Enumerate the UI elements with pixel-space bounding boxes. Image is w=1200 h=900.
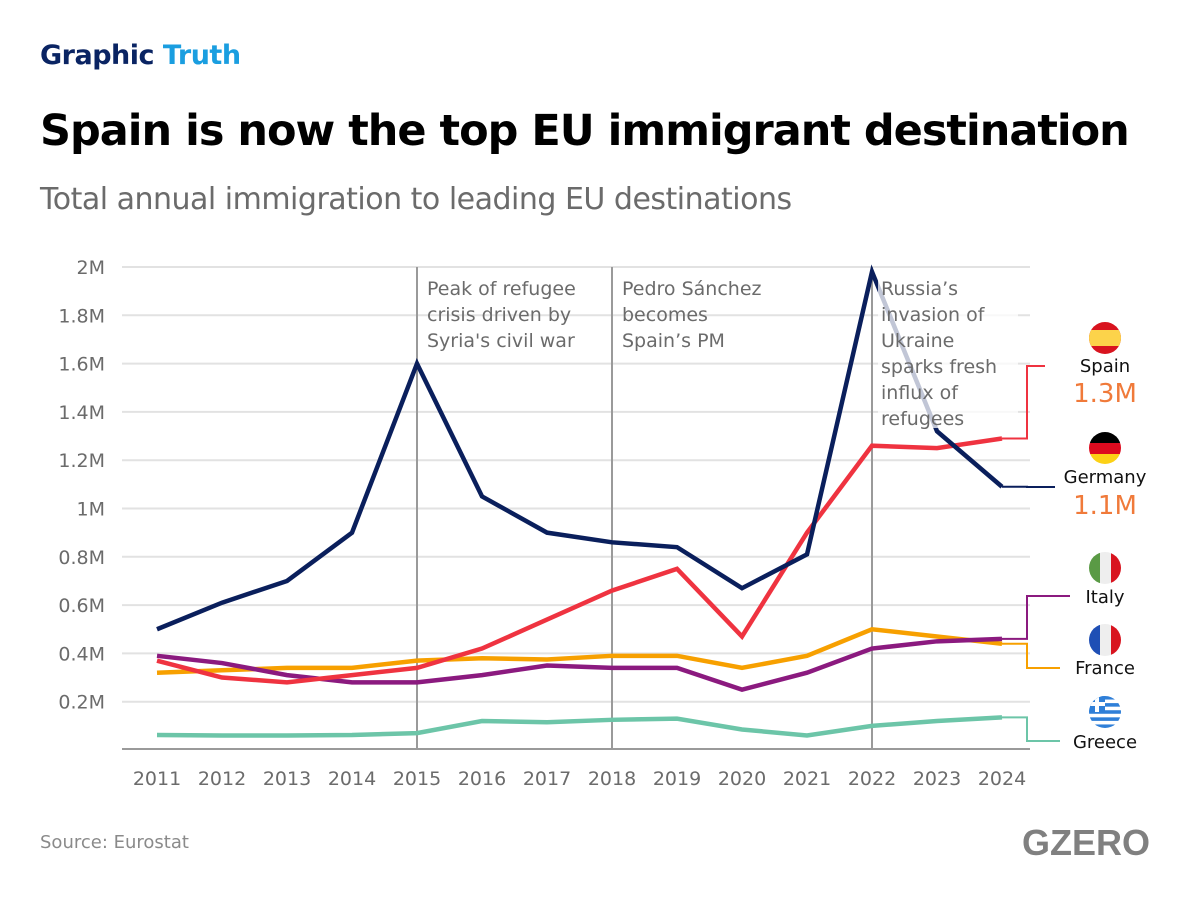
annotation-line-text: Peak of refugee xyxy=(427,278,576,300)
y-tick-label: 0.2M xyxy=(58,692,105,714)
series-line-germany xyxy=(156,264,1004,632)
series-line-spain xyxy=(156,436,1003,685)
series-line-france xyxy=(156,626,1003,675)
x-tick-label: 2019 xyxy=(653,768,701,790)
italy-flag-icon xyxy=(1089,552,1121,584)
source-note: Source: Eurostat xyxy=(40,832,189,853)
greece-flag-icon xyxy=(1089,696,1121,728)
brand-graphic: Graphic xyxy=(40,40,155,71)
x-tick-label: 2016 xyxy=(458,768,506,790)
x-tick-label: 2011 xyxy=(133,768,181,790)
legend-label-italy: Italy xyxy=(1085,587,1124,608)
spain-flag-icon xyxy=(1089,322,1121,354)
legend-label-germany: Germany xyxy=(1064,467,1147,488)
chart-subtitle: Total annual immigration to leading EU d… xyxy=(40,182,792,217)
france-flag-icon xyxy=(1089,624,1121,656)
y-tick-label: 0.8M xyxy=(58,547,105,569)
x-tick-label: 2012 xyxy=(198,768,246,790)
x-tick-label: 2015 xyxy=(393,768,441,790)
legend-connector xyxy=(1002,716,1060,742)
chart-title: Spain is now the top EU immigrant destin… xyxy=(40,106,1130,156)
annotation-line-text: refugees xyxy=(881,408,964,430)
annotation-line-text: sparks fresh xyxy=(881,356,997,378)
x-tick-label: 2014 xyxy=(328,768,376,790)
legend-connector xyxy=(1002,365,1045,440)
legend-label-greece: Greece xyxy=(1073,732,1137,753)
y-tick-label: 1.6M xyxy=(58,354,105,376)
legend-value-spain: 1.3M xyxy=(1073,379,1137,409)
annotation-line-text: Pedro Sánchez xyxy=(622,278,762,300)
annotation-line-text: crisis driven by xyxy=(427,304,571,326)
y-tick-label: 2M xyxy=(77,257,105,279)
annotation-text: Peak of refugee crisis driven by Syria's c… xyxy=(427,278,576,352)
annotation-text: Pedro Sánchez becomes Spain’s PM xyxy=(622,278,762,352)
annotation-line-text: Ukraine xyxy=(881,330,954,352)
x-tick-label: 2022 xyxy=(848,768,896,790)
annotation-line-text: invasion of xyxy=(881,304,986,326)
annotation-line-text: influx of xyxy=(881,382,959,404)
brand-label: Graphic Truth xyxy=(40,40,241,71)
gzero-logo: GZERO xyxy=(1022,822,1151,863)
annotation-line-text: Syria's civil war xyxy=(427,330,575,352)
annotation-line-text: becomes xyxy=(622,304,708,326)
y-tick-label: 0.4M xyxy=(58,643,105,665)
annotation-text: Russia’s invasion of Ukraine sparks fresh in… xyxy=(881,278,997,430)
y-tick-label: 0.6M xyxy=(58,595,105,617)
legend-label-spain: Spain xyxy=(1080,356,1130,377)
annotation-background xyxy=(878,270,1018,428)
y-tick-label: 1.2M xyxy=(58,450,105,472)
y-tick-label: 1M xyxy=(77,499,105,521)
legend-label-france: France xyxy=(1075,658,1135,679)
legend-connector xyxy=(1002,642,1060,669)
x-tick-label: 2018 xyxy=(588,768,636,790)
annotation-line-text: Spain’s PM xyxy=(622,330,725,352)
brand-truth: Truth xyxy=(162,40,241,71)
x-tick-label: 2013 xyxy=(263,768,311,790)
germany-flag-icon xyxy=(1089,432,1121,464)
x-tick-label: 2023 xyxy=(913,768,961,790)
x-tick-label: 2017 xyxy=(523,768,571,790)
x-tick-label: 2021 xyxy=(783,768,831,790)
y-tick-label: 1.8M xyxy=(58,305,105,327)
series-line-italy xyxy=(156,636,1003,692)
legend-value-germany: 1.1M xyxy=(1073,491,1137,521)
x-tick-label: 2020 xyxy=(718,768,766,790)
y-tick-label: 1.4M xyxy=(58,402,105,424)
x-tick-label: 2024 xyxy=(978,768,1026,790)
series-line-greece xyxy=(156,715,1003,738)
annotation-line-text: Russia’s xyxy=(881,278,958,300)
legend-connector xyxy=(1002,595,1070,640)
